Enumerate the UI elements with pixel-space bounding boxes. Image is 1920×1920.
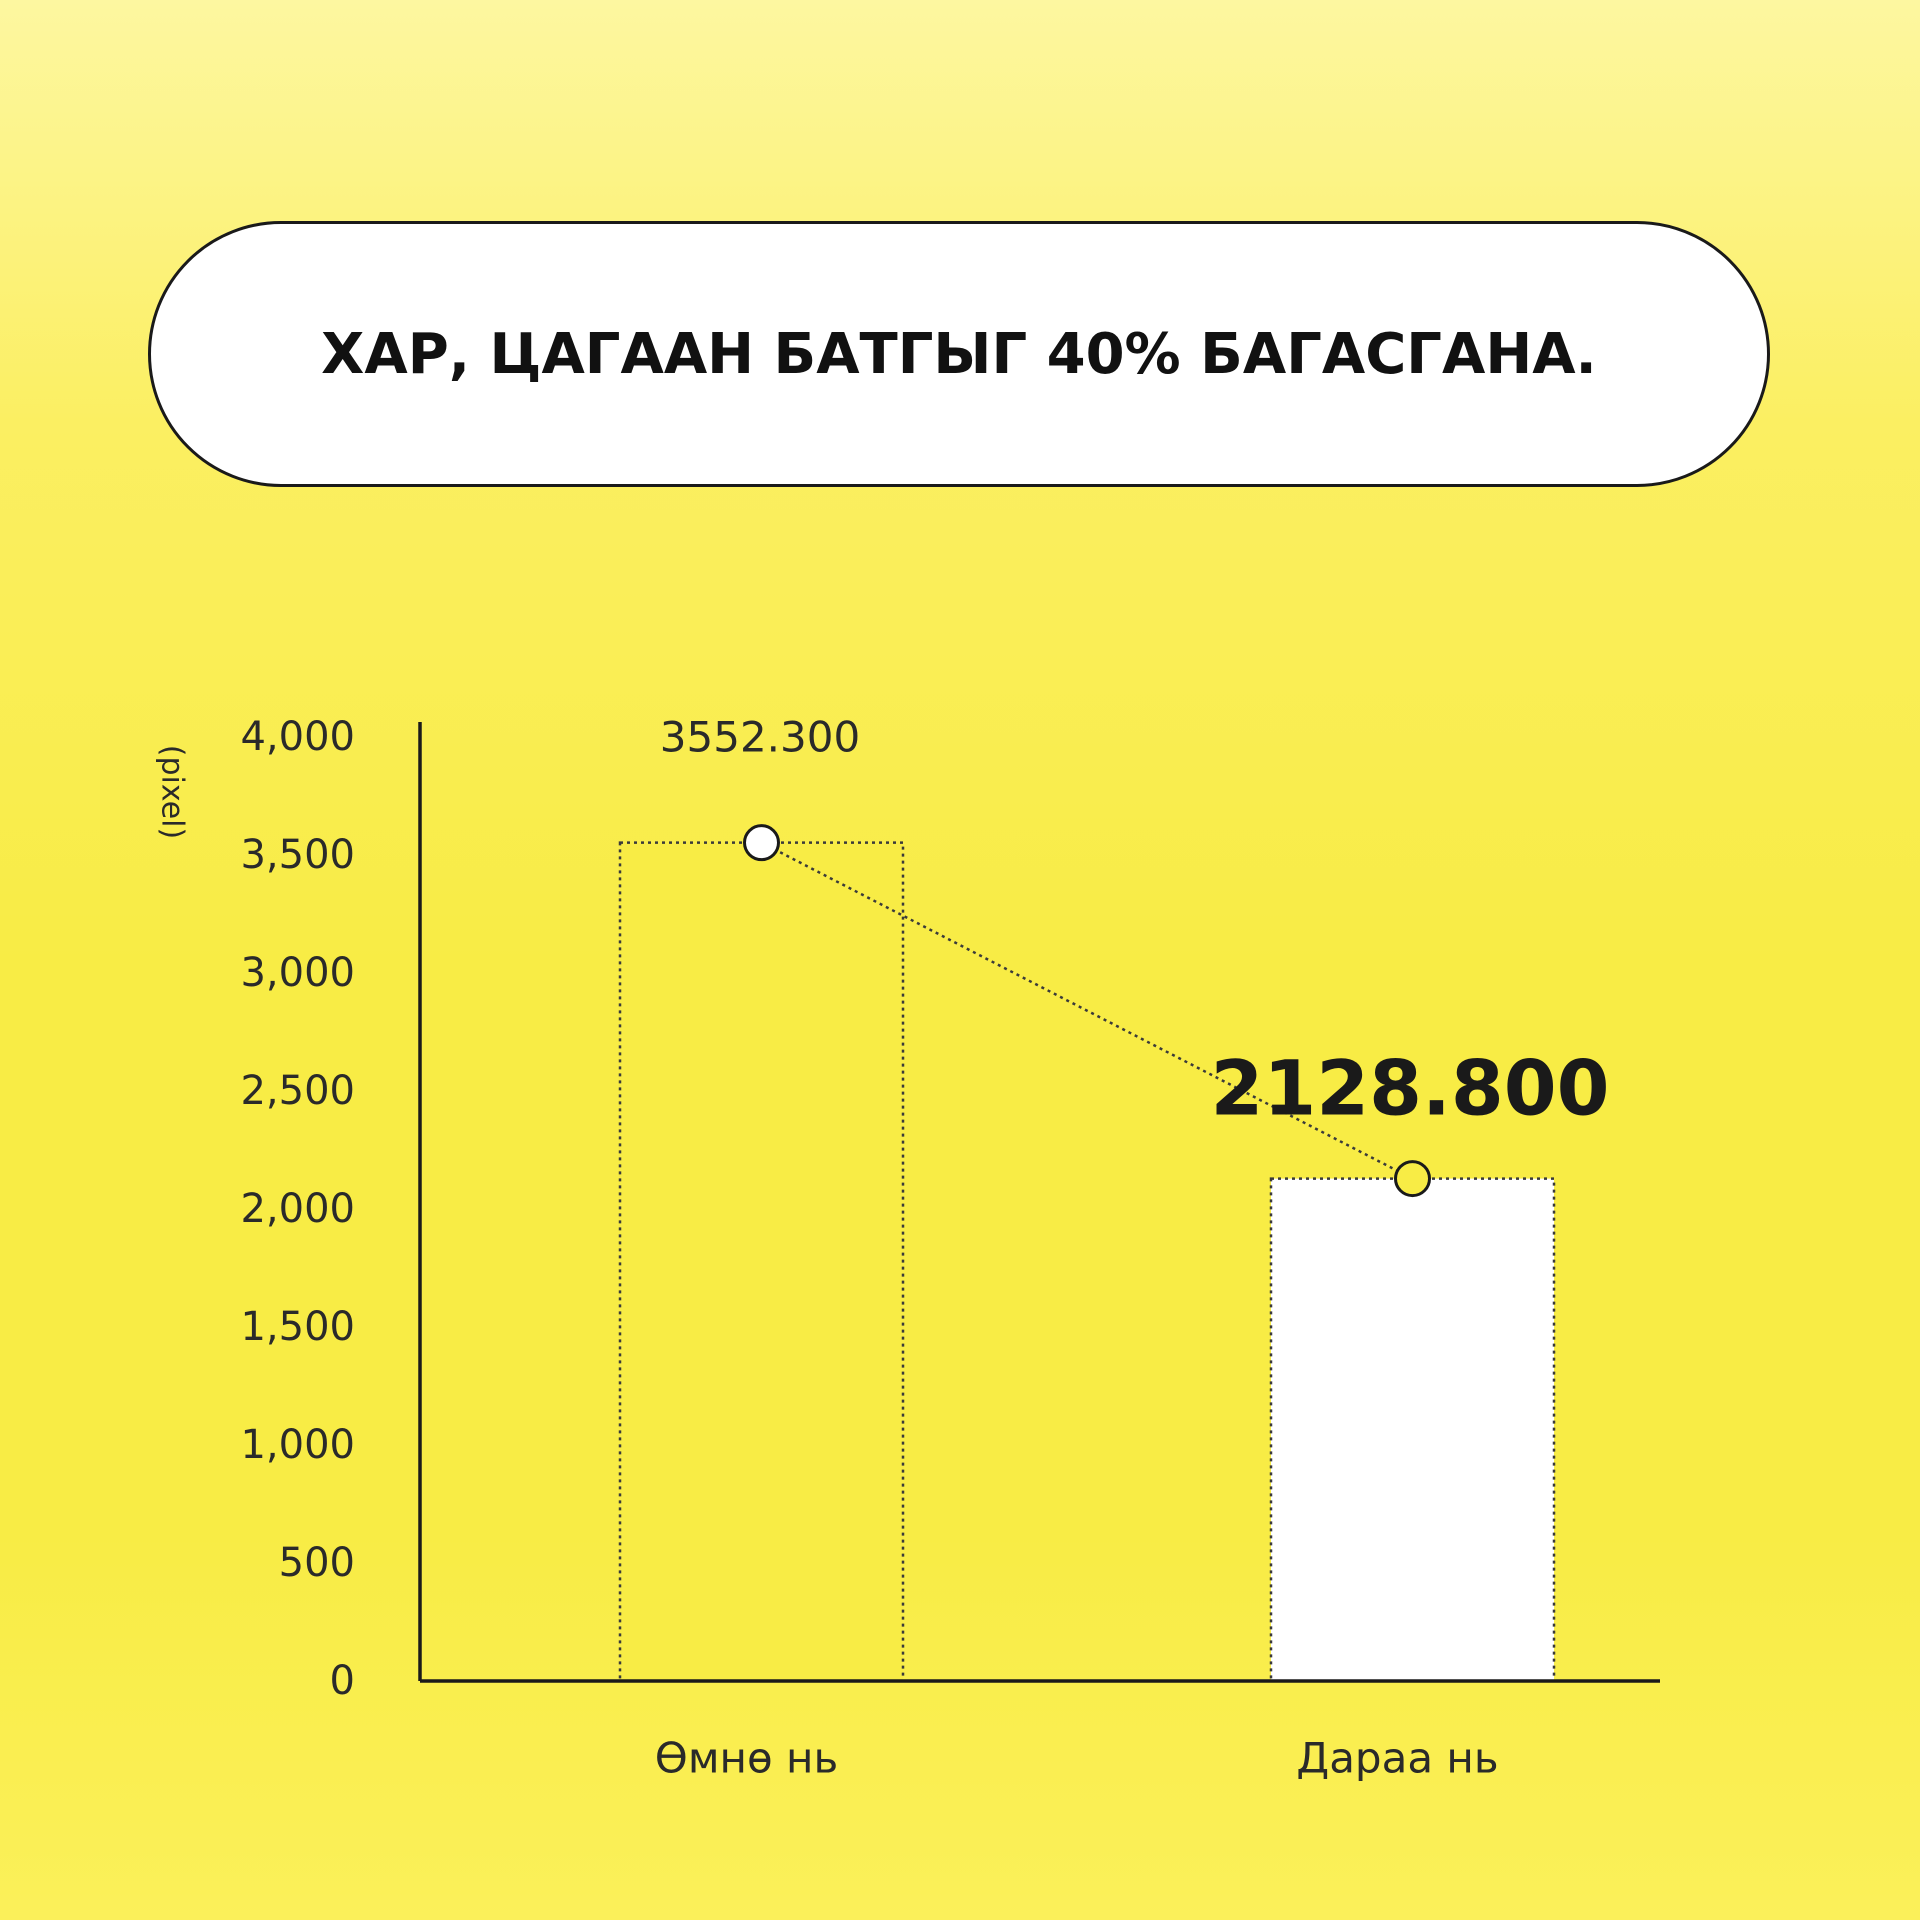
category-label: Дараа нь	[1296, 1734, 1498, 1783]
value-marker	[1394, 1160, 1431, 1198]
y-tick-label: 2,500	[240, 1068, 355, 1114]
y-tick-label: 0	[330, 1658, 355, 1704]
title-pill: ХАР, ЦАГААН БАТГЫГ 40% БАГАСГАНА.	[148, 221, 1770, 487]
value-marker	[743, 824, 780, 862]
bar-1	[618, 841, 905, 1683]
value-label: 3552.300	[660, 713, 860, 762]
y-tick-label: 1,000	[240, 1422, 355, 1468]
y-tick-label: 3,500	[240, 832, 355, 878]
y-tick-label: 2,000	[240, 1186, 355, 1232]
category-label: Өмнө нь	[655, 1734, 838, 1783]
y-tick-label: 4,000	[240, 714, 355, 760]
connector-line	[760, 841, 1414, 1180]
y-tick-label: 500	[279, 1540, 355, 1586]
bar-2	[1269, 1177, 1556, 1683]
chart-title: ХАР, ЦАГААН БАТГЫГ 40% БАГАСГАНА.	[321, 321, 1597, 387]
y-tick-label: 3,000	[240, 950, 355, 996]
y-axis-unit-label: (pixel)	[155, 745, 190, 839]
y-tick-label: 1,500	[240, 1304, 355, 1350]
value-label-highlight: 2128.800	[1210, 1044, 1609, 1133]
